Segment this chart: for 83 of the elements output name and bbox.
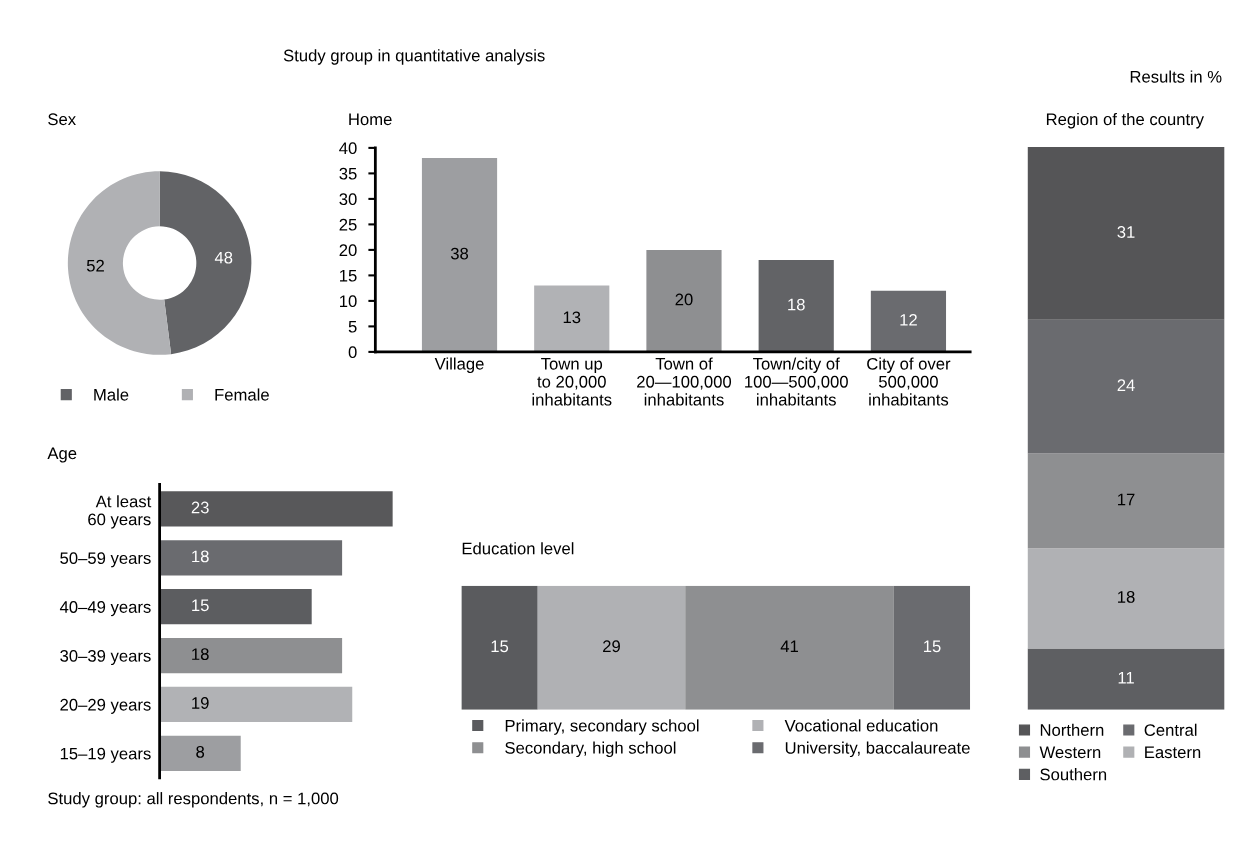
donut-slice xyxy=(159,171,252,355)
bar xyxy=(1027,548,1225,649)
data-label: 52 xyxy=(86,259,104,272)
text: Study group: all respondents, n = 1,000 xyxy=(48,792,339,808)
x-tick-label: Town of 20—100,000 inhabitants xyxy=(637,357,732,406)
chart-title: Region of the country xyxy=(1046,112,1204,129)
data-label: 20 xyxy=(675,293,693,306)
data-label: 13 xyxy=(563,311,581,324)
bar xyxy=(1027,147,1225,320)
legend-label: Southern xyxy=(1040,768,1107,781)
bar xyxy=(1027,648,1225,710)
data-label: 18 xyxy=(192,648,209,661)
data-label: 12 xyxy=(900,313,917,326)
data-label: 11 xyxy=(1118,671,1134,684)
y-tick-label: 15 xyxy=(340,269,357,282)
y-tick-label: At least 60 years xyxy=(88,495,152,529)
x-tick-label: Town up to 20,000 inhabitants xyxy=(532,358,612,406)
y-tick-label: 5 xyxy=(348,320,357,333)
bar xyxy=(1027,319,1225,454)
data-label: 17 xyxy=(1118,493,1135,506)
legend-label: Eastern xyxy=(1145,746,1201,759)
bar xyxy=(537,585,686,710)
data-label: 29 xyxy=(603,640,620,653)
data-label: 23 xyxy=(191,501,209,514)
bar xyxy=(646,249,722,352)
data-label: 15 xyxy=(192,599,209,612)
y-tick-label: 35 xyxy=(339,167,357,180)
text: Results in % xyxy=(1130,70,1222,83)
bar xyxy=(159,686,353,723)
text: Study group in quantitative analysis xyxy=(283,49,545,65)
x-tick-label: Village xyxy=(434,357,484,373)
data-label: 19 xyxy=(192,697,209,709)
legend-label: Western xyxy=(1039,746,1101,759)
legend-label: University, baccalaureate xyxy=(785,741,970,758)
x-tick-label: City of over 500,000 inhabitants xyxy=(867,357,951,406)
y-tick-label: 30–39 years xyxy=(60,649,151,666)
data-label: 8 xyxy=(196,745,205,758)
bar xyxy=(159,540,343,576)
data-label: 18 xyxy=(192,550,209,563)
data-label: 15 xyxy=(924,640,941,653)
y-tick-label: 40–49 years xyxy=(59,601,151,617)
y-tick-label: 0 xyxy=(348,346,357,359)
legend-label: Secondary, high school xyxy=(505,741,676,758)
bar xyxy=(685,585,894,710)
data-label: 24 xyxy=(1117,379,1135,391)
y-tick-label: 20–29 years xyxy=(60,698,151,714)
data-label: 18 xyxy=(1118,591,1135,603)
legend-label: Northern xyxy=(1040,723,1104,736)
chart-title: Education level xyxy=(462,542,574,555)
legend-label: Central xyxy=(1144,723,1197,736)
y-tick-label: 25 xyxy=(339,218,357,231)
donut-slice xyxy=(67,171,172,355)
legend-label: Vocational education xyxy=(784,719,938,732)
y-tick-label: 20 xyxy=(339,244,357,257)
bar xyxy=(534,285,610,352)
bar xyxy=(159,735,241,771)
legend-label: Female xyxy=(215,388,269,401)
bar xyxy=(159,589,312,625)
bar xyxy=(421,158,498,352)
y-tick-label: 50–59 years xyxy=(60,552,151,568)
data-label: 38 xyxy=(450,247,469,260)
bar xyxy=(461,585,538,710)
legend-label: Male xyxy=(94,388,129,401)
data-label: 15 xyxy=(491,640,509,653)
bar xyxy=(758,260,834,352)
y-tick-label: 10 xyxy=(340,295,357,308)
bar xyxy=(1027,453,1225,549)
legend-label: Primary, secondary school xyxy=(505,719,699,735)
y-tick-label: 15–19 years xyxy=(60,747,151,763)
chart-title: Home xyxy=(349,113,392,126)
y-tick-label: 40 xyxy=(339,142,357,155)
bar xyxy=(893,585,971,710)
chart-title: Age xyxy=(47,447,77,463)
bar xyxy=(159,491,393,527)
bar xyxy=(159,637,343,674)
data-label: 18 xyxy=(788,298,805,311)
y-tick-label: 30 xyxy=(339,193,357,206)
chart-title: Sex xyxy=(48,113,76,126)
x-tick-label: Town/city of 100—500,000 inhabitants xyxy=(745,357,848,406)
data-label: 48 xyxy=(214,251,233,264)
data-label: 41 xyxy=(780,640,799,653)
bar xyxy=(870,290,947,352)
data-label: 31 xyxy=(1117,226,1135,238)
